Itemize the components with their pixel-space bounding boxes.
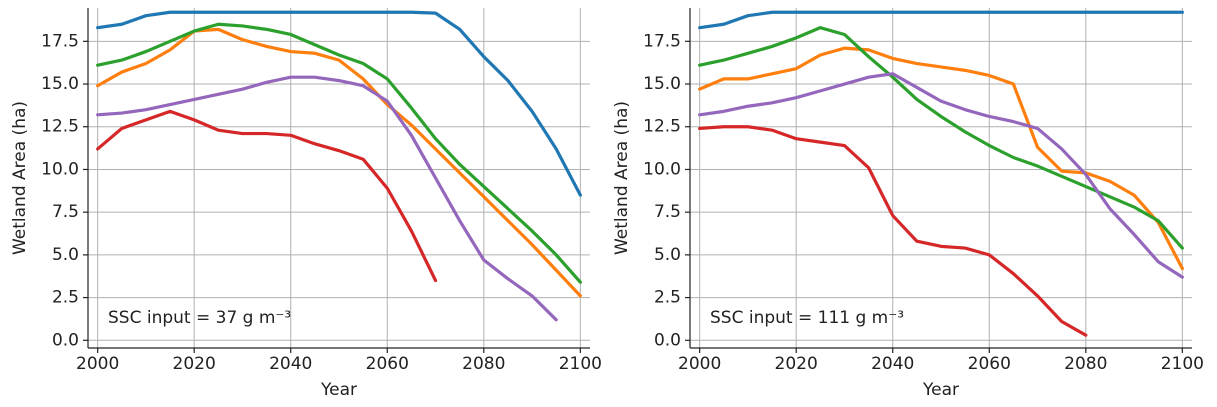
x-axis-label: Year bbox=[922, 380, 959, 400]
annotation: SSC input = 111 g m⁻³ bbox=[710, 308, 904, 328]
data-line bbox=[698, 26, 1184, 250]
y-tick-label: 10.0 bbox=[643, 159, 681, 179]
y-tick-label: 15.0 bbox=[643, 74, 681, 94]
x-tick-label: 2020 bbox=[173, 354, 216, 374]
y-tick-label: 17.5 bbox=[643, 31, 681, 51]
y-tick-label: 0.0 bbox=[654, 330, 681, 350]
x-tick-label: 2040 bbox=[269, 354, 312, 374]
x-tick-label: 2060 bbox=[366, 354, 409, 374]
x-tick-label: 2080 bbox=[462, 354, 505, 374]
y-tick-label: 10.0 bbox=[41, 159, 79, 179]
data-line bbox=[698, 125, 1088, 337]
data-line bbox=[698, 72, 1184, 279]
data-line bbox=[96, 109, 438, 283]
y-tick-label: 2.5 bbox=[654, 288, 681, 308]
y-axis-label: Wetland Area (ha) bbox=[10, 101, 30, 255]
y-tick-label: 5.0 bbox=[654, 245, 681, 265]
y-tick-label: 0.0 bbox=[52, 330, 79, 350]
data-line bbox=[698, 46, 1184, 271]
x-tick-label: 2020 bbox=[775, 354, 818, 374]
y-tick-label: 17.5 bbox=[41, 31, 79, 51]
y-tick-label: 15.0 bbox=[41, 74, 79, 94]
x-tick-label: 2040 bbox=[871, 354, 914, 374]
x-tick-label: 2100 bbox=[559, 354, 602, 374]
data-line bbox=[96, 10, 582, 197]
x-tick-label: 2060 bbox=[968, 354, 1011, 374]
y-axis-label: Wetland Area (ha) bbox=[612, 101, 632, 255]
x-tick-label: 2080 bbox=[1064, 354, 1107, 374]
y-tick-label: 12.5 bbox=[41, 117, 79, 137]
y-tick-label: 7.5 bbox=[52, 202, 79, 222]
x-tick-label: 2000 bbox=[76, 354, 119, 374]
y-tick-label: 2.5 bbox=[52, 288, 79, 308]
y-tick-label: 7.5 bbox=[654, 202, 681, 222]
x-tick-label: 2000 bbox=[678, 354, 721, 374]
data-line bbox=[698, 10, 1184, 30]
y-tick-label: 12.5 bbox=[643, 117, 681, 137]
data-line bbox=[96, 22, 582, 284]
y-tick-label: 5.0 bbox=[52, 245, 79, 265]
data-line bbox=[96, 75, 558, 322]
x-axis-label: Year bbox=[320, 380, 357, 400]
x-tick-label: 2100 bbox=[1161, 354, 1204, 374]
annotation: SSC input = 37 g m⁻³ bbox=[108, 308, 291, 328]
data-line bbox=[96, 27, 582, 298]
